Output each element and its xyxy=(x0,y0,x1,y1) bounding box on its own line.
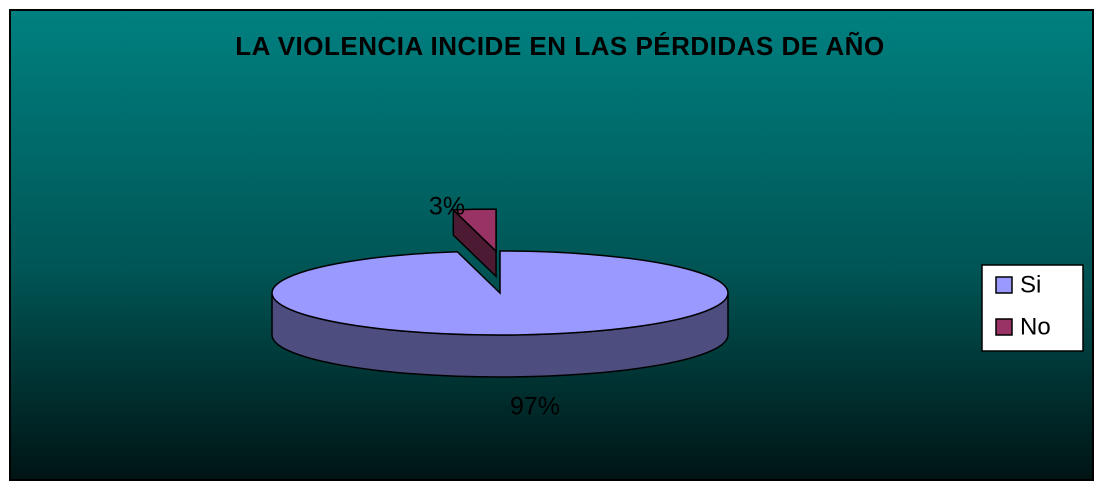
legend-swatch xyxy=(995,276,1013,294)
chart-title: LA VIOLENCIA INCIDE EN LAS PÉRDIDAS DE A… xyxy=(235,31,885,61)
slice xyxy=(271,250,729,336)
legend-label: No xyxy=(1020,313,1051,340)
legend-label: Si xyxy=(1020,271,1041,298)
pie xyxy=(271,208,729,378)
title-box: LA VIOLENCIA INCIDE EN LAS PÉRDIDAS DE A… xyxy=(235,31,885,61)
slice xyxy=(451,208,497,253)
data-label: 3% xyxy=(429,193,465,221)
chart-area xyxy=(9,9,1094,481)
legend xyxy=(981,264,1084,352)
data-label: 97% xyxy=(510,393,560,421)
legend-swatch xyxy=(995,318,1013,336)
